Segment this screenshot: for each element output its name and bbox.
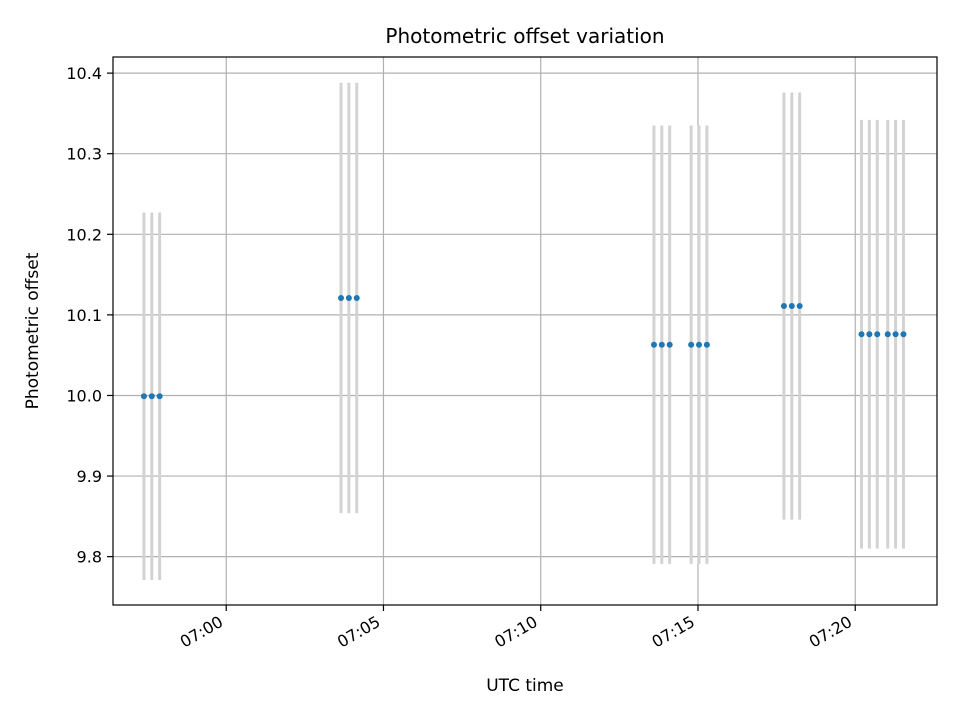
y-axis-title: Photometric offset <box>23 252 43 409</box>
y-tick-label: 10.4 <box>66 64 102 83</box>
y-tick-label: 10.0 <box>66 386 102 405</box>
plot-area-background <box>113 57 937 605</box>
data-point <box>353 294 360 301</box>
data-point <box>696 341 703 348</box>
data-point <box>345 294 352 301</box>
data-point <box>892 331 899 338</box>
data-point <box>858 331 865 338</box>
data-point <box>788 303 795 310</box>
y-tick-label: 10.2 <box>66 225 102 244</box>
data-point <box>780 303 787 310</box>
data-point <box>650 341 657 348</box>
data-point <box>900 331 907 338</box>
data-point <box>156 393 163 400</box>
data-point <box>658 341 665 348</box>
data-point <box>148 393 155 400</box>
data-point <box>884 331 891 338</box>
data-point <box>688 341 695 348</box>
data-points <box>140 294 907 400</box>
y-tick-label: 9.8 <box>77 548 102 567</box>
data-point <box>666 341 673 348</box>
chart-title: Photometric offset variation <box>385 24 664 48</box>
data-point <box>866 331 873 338</box>
y-tick-label: 10.1 <box>66 306 102 325</box>
y-tick-label: 10.3 <box>66 145 102 164</box>
data-point <box>703 341 710 348</box>
data-point <box>874 331 881 338</box>
data-point <box>796 303 803 310</box>
data-point <box>338 294 345 301</box>
plot-frame <box>112 56 938 606</box>
x-axis-title: UTC time <box>486 676 564 696</box>
data-point <box>140 393 147 400</box>
y-tick-label: 9.9 <box>77 467 102 486</box>
